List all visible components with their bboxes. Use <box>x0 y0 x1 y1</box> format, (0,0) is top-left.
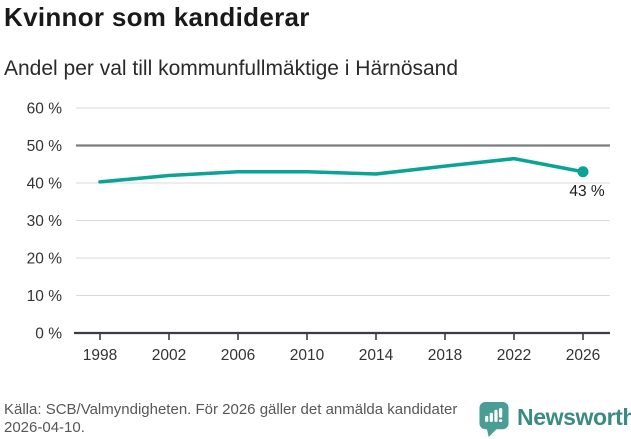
newsworthy-wordmark: Newsworthy <box>517 404 631 430</box>
y-tick-label: 50 % <box>27 138 63 155</box>
y-tick-label: 60 % <box>27 101 63 118</box>
y-tick-label: 0 % <box>35 326 62 343</box>
y-tick-label: 10 % <box>27 288 63 305</box>
x-tick-label: 2014 <box>359 347 394 364</box>
chart-subtitle: Andel per val till kommunfullmäktige i H… <box>4 57 459 80</box>
y-tick-label: 20 % <box>27 251 63 268</box>
x-tick-label: 2002 <box>152 347 186 364</box>
y-tick-label: 40 % <box>27 176 63 193</box>
x-tick-label: 1998 <box>83 347 117 364</box>
end-point-label: 43 % <box>569 183 605 200</box>
end-point-marker <box>577 166 589 178</box>
x-tick-label: 2006 <box>221 347 255 364</box>
x-tick-label: 2022 <box>497 347 531 364</box>
chart-title: Kvinnor som kandiderar <box>4 2 310 32</box>
y-tick-label: 30 % <box>27 213 63 230</box>
x-tick-label: 2018 <box>428 347 462 364</box>
bar-chart-glyph <box>485 408 503 423</box>
newsworthy-logo: Newsworthy <box>478 401 631 438</box>
newsworthy-logo-icon <box>479 402 509 437</box>
line-chart: 0 % 10 % 20 % 30 % 40 % 50 % 60 % 1998 2002 2006 2… <box>27 101 610 364</box>
x-tick-label: 2010 <box>290 347 325 364</box>
data-line <box>98 156 585 184</box>
source-note: Källa: SCB/Valmyndigheten. För 2026 gäll… <box>4 401 458 436</box>
x-tick-label: 2026 <box>566 347 600 364</box>
